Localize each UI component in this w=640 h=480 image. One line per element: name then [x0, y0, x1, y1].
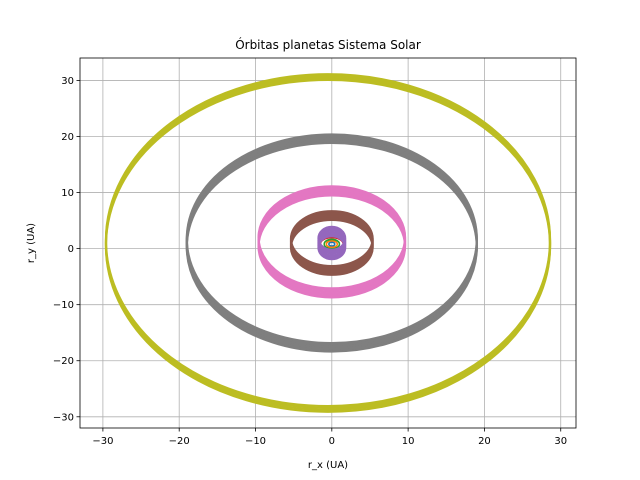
x-tick-label: −10: [245, 436, 266, 447]
orbit-series-9: [104, 73, 552, 413]
orbit-series-8: [185, 133, 478, 353]
orbit-series-5: [317, 225, 347, 261]
y-tick-label: 0: [68, 244, 74, 255]
orbit-series-6: [289, 210, 374, 276]
y-tick-label: −30: [53, 412, 74, 423]
y-axis: −30 −20 −10 0 10 20 30: [53, 76, 80, 423]
x-tick-label: −30: [92, 436, 113, 447]
chart-title: Órbitas planetas Sistema Solar: [235, 37, 421, 52]
y-tick-label: 30: [61, 76, 74, 87]
x-tick-label: −20: [169, 436, 190, 447]
x-axis-label: r_x (UA): [308, 460, 348, 471]
orbit-line: [257, 185, 407, 290]
x-tick-label: 10: [402, 436, 415, 447]
orbit-line: [323, 238, 341, 250]
orbit-line: [317, 225, 347, 251]
y-tick-label: −10: [53, 300, 74, 311]
x-tick-label: 20: [478, 436, 491, 447]
orbit-line: [104, 73, 552, 408]
plot-frame: [79, 57, 577, 429]
x-tick-label: 30: [554, 436, 567, 447]
plot-area: [80, 58, 576, 428]
y-axis-label: r_y (UA): [26, 223, 37, 263]
orbit-line: [185, 133, 478, 345]
orbits: [104, 73, 552, 413]
x-tick-label: 0: [329, 436, 335, 447]
orbit-line: [289, 210, 374, 268]
y-tick-label: 20: [61, 132, 74, 143]
orbit-series-7: [257, 185, 407, 299]
orbit-series-1: [328, 241, 336, 247]
orbit-series-2: [325, 239, 339, 249]
orbit-line: [328, 241, 336, 247]
y-tick-label: 10: [61, 188, 74, 199]
orbit-line: [325, 239, 339, 249]
y-tick-label: −20: [53, 356, 74, 367]
x-axis: −30 −20 −10 0 10 20 30: [92, 428, 567, 447]
